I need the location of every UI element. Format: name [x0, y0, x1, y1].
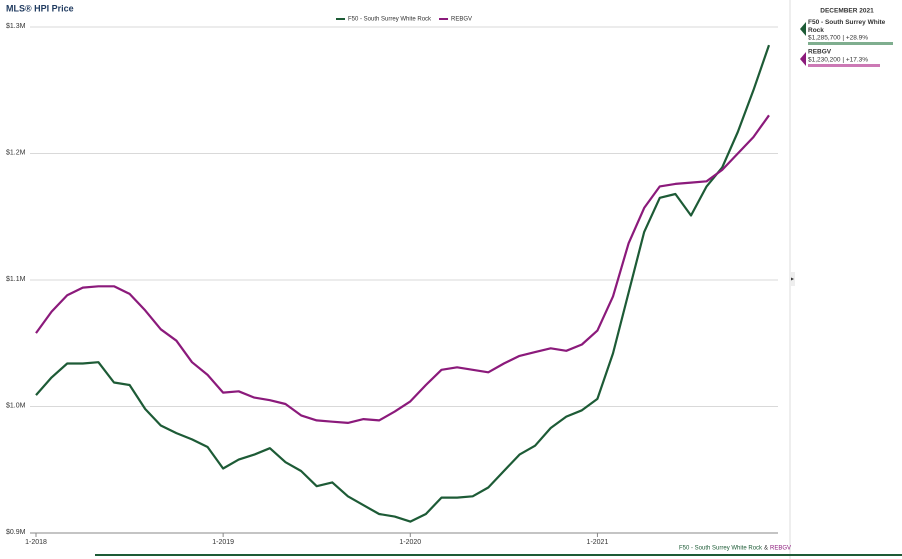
series-line — [35, 114, 770, 424]
y-tick-label: $1.2M — [6, 149, 26, 156]
legend-label[interactable]: F50 - South Surrey White Rock — [348, 17, 432, 23]
y-tick-label: $0.9M — [6, 529, 26, 536]
y-tick-label: $1.1M — [6, 276, 26, 283]
x-tick-label: 1-2020 — [399, 539, 421, 546]
panel-value: $1,230,200 | +17.3% — [808, 57, 868, 64]
panel-marker — [800, 22, 806, 36]
series-line — [35, 44, 771, 523]
panel-toggle-icon[interactable]: ▸ — [791, 277, 794, 283]
panel-toggle[interactable] — [790, 272, 795, 286]
panel-bar — [808, 64, 880, 67]
chart-title: MLS® HPI Price — [6, 3, 74, 13]
panel-title: DECEMBER 2021 — [820, 8, 874, 15]
panel-value: $1,285,700 | +28.9% — [808, 35, 868, 42]
footer-joiner: & — [764, 546, 768, 552]
legend-label[interactable]: REBGV — [451, 17, 472, 23]
footer-series-b: REBGV — [770, 546, 791, 552]
panel-name-line: F50 - South Surrey White — [808, 19, 886, 26]
y-tick-label: $1.0M — [6, 402, 26, 409]
footer-series-a: F50 - South Surrey White Rock — [679, 546, 763, 552]
panel-marker — [800, 52, 806, 66]
panel-series-name: REBGV — [808, 49, 832, 56]
x-tick-label: 1-2018 — [25, 539, 47, 546]
x-tick-label: 1-2021 — [587, 539, 609, 546]
x-tick-label: 1-2019 — [212, 539, 234, 546]
panel-bar — [808, 42, 893, 45]
y-tick-label: $1.3M — [6, 23, 26, 30]
panel-series-name: F50 - South Surrey White Rock — [808, 19, 886, 34]
panel-name-line: Rock — [808, 27, 824, 34]
